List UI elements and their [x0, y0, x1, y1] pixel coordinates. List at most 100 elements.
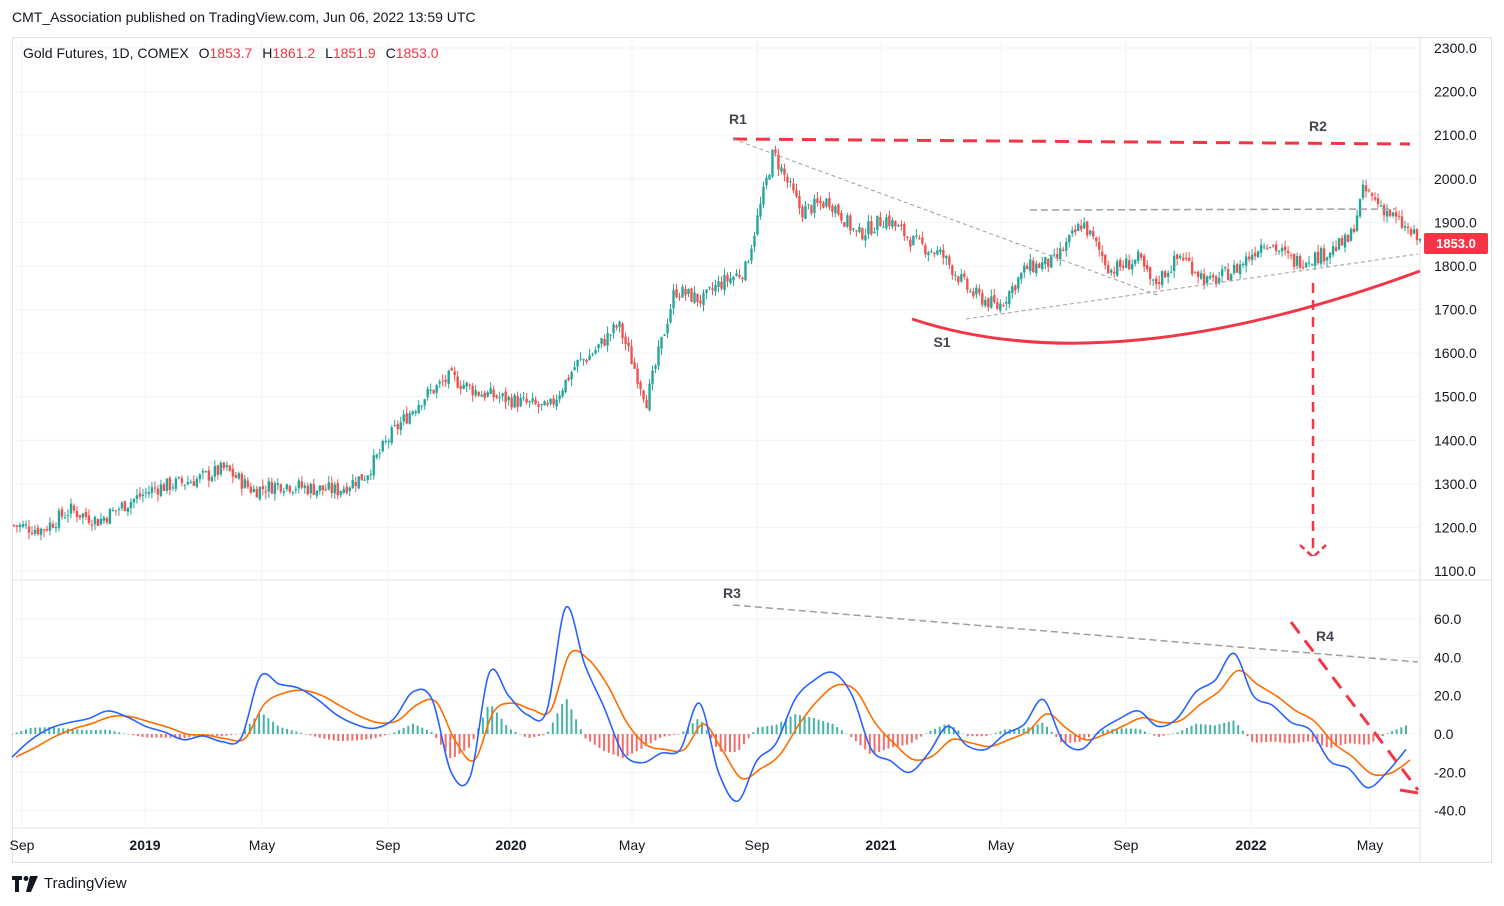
candle-body [1271, 245, 1275, 247]
candle-body [888, 215, 891, 226]
candle-body [486, 392, 489, 397]
histogram-bar [868, 734, 871, 754]
candle-body [1310, 264, 1314, 266]
histogram-bar [85, 730, 88, 734]
histogram-bar [34, 727, 37, 734]
candle-body [198, 474, 202, 479]
time-tick-label: 2020 [495, 837, 526, 853]
candle-body [792, 183, 795, 191]
histogram-bar [136, 734, 139, 737]
candle-body [729, 278, 732, 283]
candle-body [471, 385, 474, 396]
candle-body [222, 462, 226, 469]
candle-body [1286, 251, 1290, 254]
macd-descending-trendline [732, 604, 1419, 663]
histogram-bar [244, 729, 247, 734]
candle-body [498, 397, 501, 399]
histogram-bar [183, 734, 186, 739]
histogram-bar [1218, 724, 1221, 734]
symbol-name: Gold Futures, 1D, COMEX [23, 45, 189, 61]
candle-body [900, 224, 903, 227]
histogram-bar [1400, 727, 1403, 734]
tradingview-logo-icon[interactable] [12, 875, 38, 892]
candle-body [183, 484, 187, 486]
candle-body [267, 481, 271, 492]
histogram-bar [533, 734, 536, 737]
histogram-bar [733, 734, 736, 753]
candle-body [372, 455, 375, 476]
price-tick-label: 1600.0 [1434, 345, 1477, 361]
histogram-bar [934, 728, 937, 734]
candle-body [1232, 264, 1236, 274]
candle-body [1107, 264, 1110, 274]
candle-body [1056, 254, 1059, 258]
histogram-bar [1106, 729, 1109, 734]
candle-body [555, 399, 558, 407]
histogram-bar [1125, 728, 1128, 734]
candle-body [510, 397, 513, 408]
histogram-bar [141, 734, 144, 737]
histogram-bar [178, 734, 181, 739]
candle-body [999, 303, 1002, 311]
candle-body [957, 276, 960, 283]
candle-body [795, 190, 798, 197]
candle-body [879, 217, 882, 227]
histogram-bar [948, 724, 951, 734]
candle-body [534, 399, 537, 404]
histogram-bar [1073, 734, 1076, 743]
candle-body [1322, 248, 1326, 262]
histogram-bar [1185, 727, 1188, 734]
candle-body [102, 517, 106, 521]
histogram-bar [356, 734, 359, 741]
histogram-bar [309, 734, 312, 736]
histogram-bar [561, 704, 564, 734]
candle-body [1053, 254, 1056, 256]
candle-body [120, 502, 124, 509]
brand-name[interactable]: TradingView [44, 875, 127, 892]
close-label: C [385, 45, 396, 61]
histogram-bar [458, 734, 461, 754]
candle-body [288, 485, 292, 492]
macd-tick-label: -20.0 [1434, 764, 1466, 780]
candle-body [606, 332, 609, 346]
publisher-header: CMT_Association published on TradingView… [12, 9, 476, 25]
macd-downtrend-line [1289, 621, 1420, 791]
candle-body [1376, 198, 1380, 205]
candle-body [516, 396, 519, 408]
candle-body [1241, 263, 1245, 265]
histogram-bar [584, 734, 587, 739]
candle-body [1193, 272, 1197, 274]
candle-body [450, 368, 453, 371]
histogram-bar [794, 714, 797, 734]
candle-body [1163, 271, 1167, 278]
candle-body [453, 371, 456, 376]
histogram-bar [1157, 734, 1160, 737]
candle-body [189, 482, 193, 484]
histogram-bar [1232, 720, 1235, 734]
histogram-bar [1325, 734, 1328, 748]
candle-body [477, 391, 480, 396]
candle-body [1131, 264, 1134, 270]
candle-body [129, 501, 133, 509]
time-tick-label: May [249, 837, 275, 853]
histogram-bar [267, 718, 270, 734]
candle-body [1370, 193, 1374, 196]
histogram-bar [864, 734, 867, 750]
ascending-trendline [965, 253, 1419, 320]
candle-body [204, 471, 208, 473]
candle-body [837, 204, 840, 215]
histogram-bar [1386, 733, 1389, 734]
candle-body [207, 470, 211, 481]
candle-body [384, 441, 387, 443]
candle-body [696, 293, 699, 302]
candle-body [768, 175, 771, 180]
histogram-bar [710, 734, 713, 739]
macd-tick-label: 60.0 [1434, 611, 1461, 627]
candle-body [591, 354, 594, 356]
candle-body [876, 215, 879, 231]
histogram-bar [1353, 734, 1356, 744]
candle-body [255, 488, 259, 498]
histogram-bar [607, 734, 610, 753]
candle-body [126, 507, 130, 512]
